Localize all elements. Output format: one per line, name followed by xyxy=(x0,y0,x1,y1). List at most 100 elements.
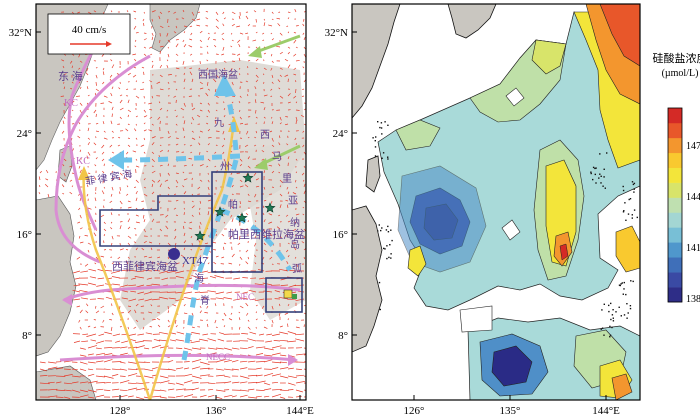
current-vector xyxy=(263,199,267,202)
current-vector xyxy=(255,395,262,398)
current-vector xyxy=(215,359,226,363)
current-vector xyxy=(295,179,297,183)
current-vector xyxy=(101,151,105,155)
current-vector xyxy=(271,11,274,14)
current-vector xyxy=(239,158,243,162)
current-vector xyxy=(143,291,153,295)
current-vector xyxy=(175,67,180,70)
current-vector xyxy=(135,263,139,267)
current-vector xyxy=(287,156,290,160)
current-vector xyxy=(45,178,49,181)
current-vector xyxy=(207,172,209,175)
current-vector xyxy=(143,129,147,132)
current-vector xyxy=(79,149,82,153)
current-vector xyxy=(127,123,130,126)
current-vector xyxy=(103,353,113,356)
current-vector xyxy=(79,227,83,230)
current-vector xyxy=(255,116,258,119)
colorbar-tick-141: 141 xyxy=(686,243,700,254)
current-vector xyxy=(255,346,266,349)
coast-dot xyxy=(620,315,622,317)
colorbar-swatch xyxy=(668,212,682,228)
coast-dot xyxy=(388,256,390,259)
current-vector xyxy=(199,361,210,365)
current-vector xyxy=(119,200,123,205)
current-vector xyxy=(165,214,169,218)
current-vector xyxy=(239,375,250,379)
current-vector xyxy=(263,130,267,135)
current-vector xyxy=(142,18,145,22)
current-vector xyxy=(223,137,226,140)
current-vector xyxy=(223,297,233,300)
current-vector xyxy=(263,116,266,119)
current-vector xyxy=(78,53,81,58)
current-vector xyxy=(86,102,89,105)
current-vector xyxy=(135,31,139,34)
current-vector xyxy=(223,325,226,328)
current-vector xyxy=(165,225,169,230)
current-vector xyxy=(278,171,281,174)
current-vector xyxy=(176,331,185,335)
station-star xyxy=(214,206,226,217)
current-vector xyxy=(271,381,279,384)
current-vector xyxy=(239,95,242,98)
current-vector xyxy=(263,354,273,357)
current-vector xyxy=(271,345,282,349)
current-vector xyxy=(118,87,121,90)
coast-dot xyxy=(627,213,630,215)
coast-dot xyxy=(609,336,611,338)
current-vector xyxy=(183,394,194,398)
current-vector xyxy=(119,352,128,356)
label-xt47: XT47 xyxy=(182,255,208,267)
current-vector xyxy=(286,261,289,265)
current-vector xyxy=(285,116,289,118)
current-vector xyxy=(276,45,281,48)
current-vector xyxy=(135,158,138,161)
current-vector xyxy=(189,38,193,41)
current-vector xyxy=(204,312,209,314)
current-vector xyxy=(247,360,256,363)
current-vector xyxy=(231,193,234,196)
current-vector xyxy=(287,367,294,370)
current-vector xyxy=(302,88,305,91)
current-vector xyxy=(72,289,81,293)
current-vector xyxy=(143,361,151,364)
current-vector xyxy=(47,395,58,398)
current-vector xyxy=(207,394,215,398)
current-vector xyxy=(103,381,112,384)
current-vector xyxy=(263,52,267,55)
current-vector xyxy=(206,305,209,309)
current-vector xyxy=(247,374,258,377)
current-vector xyxy=(151,151,155,154)
current-vector xyxy=(207,388,214,391)
current-vector xyxy=(301,241,305,244)
current-vector xyxy=(166,59,169,62)
station-star xyxy=(236,212,248,223)
current-vector xyxy=(221,53,225,56)
coast-dot xyxy=(590,171,592,173)
current-vector xyxy=(196,24,201,27)
current-vector xyxy=(55,381,62,384)
current-vector xyxy=(287,172,290,175)
current-vector xyxy=(279,51,283,55)
current-vector xyxy=(109,144,113,148)
current-vector xyxy=(156,81,161,84)
current-vector xyxy=(150,304,153,307)
current-vector xyxy=(263,347,274,351)
cyan-dashed-flow-west xyxy=(119,153,241,163)
coast-dot xyxy=(631,217,633,219)
current-vector xyxy=(294,221,297,224)
current-vector xyxy=(226,291,233,294)
current-vector xyxy=(287,228,289,232)
current-vector xyxy=(303,183,306,188)
current-vector xyxy=(199,200,202,204)
current-vector xyxy=(279,179,283,183)
current-vector xyxy=(127,305,132,307)
current-vector xyxy=(287,31,290,34)
current-vector xyxy=(119,225,122,230)
current-vector xyxy=(78,165,81,169)
current-vector xyxy=(95,81,97,86)
current-vector xyxy=(191,312,194,316)
current-vector xyxy=(303,46,306,50)
current-vector xyxy=(279,268,289,272)
